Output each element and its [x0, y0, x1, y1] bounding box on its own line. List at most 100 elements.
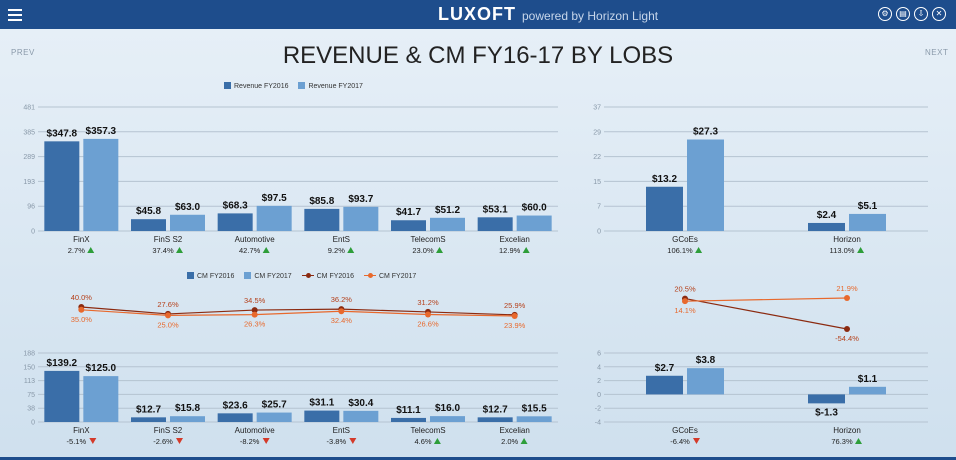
y-tick-label: 38	[27, 406, 35, 413]
growth-label: -6.4%	[670, 437, 690, 446]
growth-label: 42.7%	[239, 246, 261, 255]
y-tick-label: 193	[23, 179, 35, 186]
bar-horizon-revenue-fy2016	[808, 222, 845, 231]
bar-ents-revenue-fy2016	[304, 208, 340, 231]
series-line-cm-fy2017	[81, 309, 515, 317]
legend-item-cm-fy2016-bar[interactable]: CM FY2016	[187, 272, 234, 280]
data-label: $97.5	[262, 193, 287, 204]
y-tick-label: -2	[595, 406, 601, 413]
trend-up-icon	[522, 247, 530, 253]
trend-up-icon	[436, 247, 443, 253]
trend-up-icon	[87, 247, 95, 253]
bar-horizon-cm-fy2016	[808, 394, 845, 404]
y-tick-label: 385	[23, 129, 35, 136]
growth-label: 2.7%	[68, 246, 85, 255]
legend-item-revenue-fy2016[interactable]: Revenue FY2016	[224, 82, 288, 90]
data-label: $68.3	[223, 200, 248, 211]
bar-horizon-revenue-fy2017	[849, 213, 886, 231]
data-label: $16.0	[435, 403, 460, 414]
y-tick-label: 2	[597, 378, 601, 385]
bar-excelian-cm-fy2016	[477, 417, 513, 422]
bar-finx-revenue-fy2016	[44, 141, 80, 231]
data-label: 31.2%	[417, 298, 439, 307]
legend-item-cm-fy2016-line[interactable]: CM FY2016	[301, 273, 354, 280]
data-label: 23.9%	[504, 321, 526, 330]
bar-automotive-cm-fy2017	[256, 412, 292, 422]
bar-fins-s2-revenue-fy2017	[170, 214, 205, 231]
bar-gcoes-revenue-fy2016	[646, 186, 683, 231]
bar-fins-s2-cm-fy2017	[170, 416, 205, 422]
next-button[interactable]: NEXT	[925, 48, 949, 57]
y-tick-label: 150	[23, 364, 35, 371]
data-label: 20.5%	[674, 285, 696, 294]
bar-automotive-revenue-fy2017	[256, 205, 292, 231]
point-ents-cm-fy2017	[338, 308, 345, 315]
data-label: $25.7	[262, 400, 287, 411]
point-horizon-cm-fy2017	[844, 295, 850, 301]
bar-excelian-revenue-fy2017	[516, 215, 552, 231]
settings-icon[interactable]: ⚙	[878, 7, 892, 21]
data-label: $3.8	[696, 355, 716, 366]
category-label: Automotive	[235, 235, 276, 244]
growth-label: -8.2%	[240, 437, 260, 446]
data-label: $11.1	[396, 405, 421, 416]
bar-telecoms-revenue-fy2017	[430, 217, 465, 231]
trend-up-icon	[347, 247, 355, 253]
menu-icon[interactable]	[8, 7, 22, 21]
category-label: TelecomS	[410, 426, 445, 435]
point-gcoes-cm-fy2017	[682, 298, 688, 305]
data-label: $125.0	[86, 363, 117, 374]
data-label: 34.5%	[244, 296, 266, 305]
trend-down-icon	[693, 438, 700, 444]
point-telecoms-cm-fy2017	[425, 311, 431, 318]
legend-item-revenue-fy2017[interactable]: Revenue FY2017	[298, 82, 363, 90]
data-label: $12.7	[136, 404, 161, 415]
data-label: $27.3	[693, 127, 718, 138]
dashboard-content	[0, 29, 956, 457]
prev-button[interactable]: PREV	[11, 48, 35, 57]
category-label: EntS	[333, 426, 350, 435]
data-label: 27.6%	[157, 300, 179, 309]
bar-horizon-cm-fy2017	[849, 386, 886, 395]
y-tick-label: 0	[31, 229, 35, 236]
data-label: 26.3%	[244, 320, 266, 329]
bar-ents-cm-fy2017	[343, 410, 379, 422]
export-icon[interactable]: ⇩	[914, 7, 928, 21]
bar-finx-cm-fy2016	[44, 370, 80, 422]
growth-label: 12.9%	[499, 246, 521, 255]
data-label: $5.1	[858, 201, 878, 212]
growth-label: 113.0%	[830, 246, 855, 255]
trend-up-icon	[695, 247, 703, 253]
data-label: -54.4%	[835, 334, 859, 343]
bar-excelian-revenue-fy2016	[477, 217, 513, 231]
trend-down-icon	[176, 438, 183, 444]
close-icon[interactable]: ✕	[932, 7, 946, 21]
legend-item-cm-fy2017-bar[interactable]: CM FY2017	[244, 272, 292, 280]
category-label: Automotive	[235, 426, 276, 435]
trend-down-icon	[89, 438, 97, 444]
trend-down-icon	[349, 438, 357, 444]
top-bar: LUXOFT powered by Horizon Light ⚙ ▤ ⇩ ✕	[0, 0, 956, 29]
y-tick-label: 37	[593, 105, 601, 112]
growth-label: 2.0%	[501, 437, 518, 446]
category-label: Excelian	[500, 426, 530, 435]
y-tick-label: 22	[593, 154, 601, 161]
growth-label: -2.6%	[153, 437, 173, 446]
data-label: 25.9%	[504, 301, 526, 310]
bar-excelian-cm-fy2017	[516, 416, 552, 422]
legend-item-cm-fy2017-line[interactable]: CM FY2017	[363, 273, 416, 280]
y-tick-label: 188	[23, 351, 35, 358]
bar-ents-revenue-fy2017	[343, 206, 379, 231]
point-automotive-cm-fy2017	[251, 311, 258, 318]
data-label: $1.1	[858, 374, 878, 385]
trend-up-icon	[855, 438, 862, 444]
data-label: $45.8	[136, 206, 161, 217]
category-label: FinS S2	[154, 426, 183, 435]
print-icon[interactable]: ▤	[896, 7, 910, 21]
point-fins-s2-cm-fy2017	[165, 312, 171, 319]
brand-logo: LUXOFT	[438, 4, 516, 24]
data-label: $63.0	[175, 202, 200, 213]
data-label: $347.8	[47, 128, 78, 139]
y-tick-label: 289	[23, 154, 35, 161]
